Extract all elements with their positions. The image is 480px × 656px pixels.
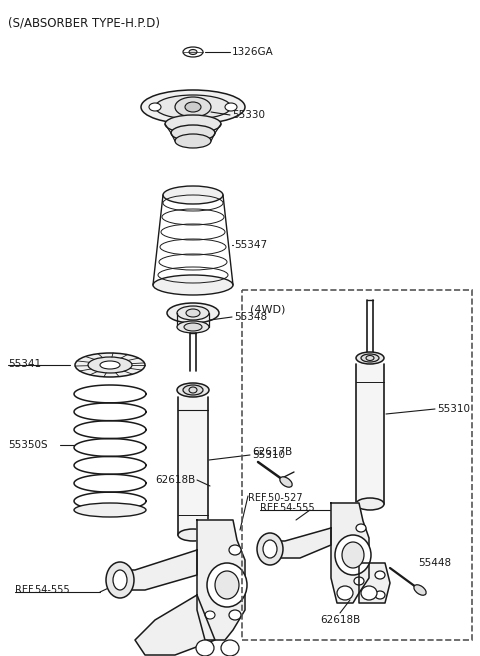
Ellipse shape: [74, 503, 146, 517]
Text: 62618B: 62618B: [155, 475, 195, 485]
Ellipse shape: [257, 533, 283, 565]
Text: 55310: 55310: [437, 404, 470, 414]
Text: 55347: 55347: [234, 240, 267, 250]
Text: REF.50-527: REF.50-527: [248, 493, 302, 503]
Ellipse shape: [356, 352, 384, 364]
Ellipse shape: [356, 524, 366, 532]
Ellipse shape: [356, 498, 384, 510]
Ellipse shape: [215, 571, 239, 599]
Bar: [178, 397, 208, 535]
Ellipse shape: [335, 535, 371, 575]
Ellipse shape: [141, 90, 245, 124]
Ellipse shape: [185, 102, 201, 112]
Ellipse shape: [100, 361, 120, 369]
Text: 55330: 55330: [232, 110, 265, 120]
Ellipse shape: [361, 354, 379, 362]
Ellipse shape: [375, 591, 385, 599]
Ellipse shape: [165, 115, 221, 133]
Ellipse shape: [196, 640, 214, 656]
Ellipse shape: [186, 309, 200, 317]
Text: 62617B: 62617B: [252, 447, 292, 457]
Ellipse shape: [229, 545, 241, 555]
Ellipse shape: [75, 353, 145, 377]
Ellipse shape: [207, 563, 247, 607]
Polygon shape: [115, 550, 197, 590]
Ellipse shape: [184, 323, 202, 331]
Ellipse shape: [106, 562, 134, 598]
Ellipse shape: [175, 134, 211, 148]
Polygon shape: [197, 520, 245, 640]
Ellipse shape: [280, 477, 292, 487]
Ellipse shape: [205, 611, 215, 619]
Text: 55448: 55448: [418, 558, 451, 568]
Ellipse shape: [178, 529, 208, 541]
Text: 55350S: 55350S: [8, 440, 48, 450]
Text: 55348: 55348: [234, 312, 267, 322]
Ellipse shape: [342, 542, 364, 568]
Ellipse shape: [177, 383, 209, 397]
Bar: [242, 290, 472, 640]
Text: 1326GA: 1326GA: [232, 47, 274, 57]
Text: 62618B: 62618B: [320, 615, 360, 625]
Text: (4WD): (4WD): [250, 304, 286, 314]
Ellipse shape: [175, 97, 211, 117]
Ellipse shape: [225, 103, 237, 111]
Ellipse shape: [163, 186, 223, 204]
Text: REF.54-555: REF.54-555: [260, 503, 314, 513]
Ellipse shape: [88, 357, 132, 373]
Ellipse shape: [177, 306, 209, 320]
Ellipse shape: [414, 584, 426, 595]
Text: (S/ABSORBER TYPE-H.P.D): (S/ABSORBER TYPE-H.P.D): [8, 16, 160, 29]
Ellipse shape: [153, 275, 233, 295]
Ellipse shape: [183, 385, 203, 395]
Ellipse shape: [361, 586, 377, 600]
Ellipse shape: [155, 95, 231, 119]
Ellipse shape: [354, 577, 364, 585]
Ellipse shape: [229, 610, 241, 620]
Text: REF.54-555: REF.54-555: [15, 585, 70, 595]
Ellipse shape: [375, 571, 385, 579]
Ellipse shape: [337, 586, 353, 600]
Ellipse shape: [221, 640, 239, 656]
Ellipse shape: [263, 540, 277, 558]
Ellipse shape: [113, 570, 127, 590]
Text: 55310: 55310: [252, 450, 285, 460]
Polygon shape: [265, 528, 331, 558]
Text: 55341: 55341: [8, 359, 41, 369]
Ellipse shape: [189, 49, 197, 54]
Ellipse shape: [149, 103, 161, 111]
Ellipse shape: [177, 321, 209, 333]
Ellipse shape: [167, 303, 219, 323]
Ellipse shape: [171, 125, 215, 141]
Bar: [356, 364, 384, 504]
Polygon shape: [135, 595, 215, 655]
Polygon shape: [331, 503, 369, 603]
Polygon shape: [359, 563, 390, 603]
